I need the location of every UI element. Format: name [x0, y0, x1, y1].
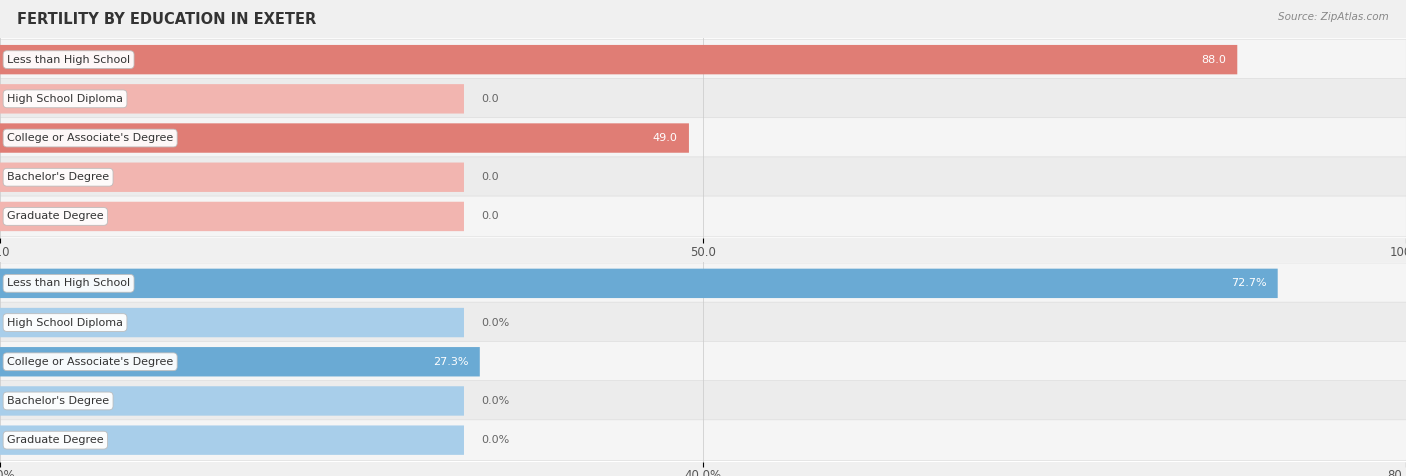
- Text: 88.0: 88.0: [1201, 55, 1226, 65]
- Text: 27.3%: 27.3%: [433, 357, 468, 367]
- Text: 0.0%: 0.0%: [481, 396, 509, 406]
- Text: 0.0%: 0.0%: [481, 435, 509, 445]
- FancyBboxPatch shape: [0, 308, 464, 337]
- Text: 0.0: 0.0: [481, 94, 499, 104]
- Text: 0.0%: 0.0%: [481, 317, 509, 327]
- Text: 72.7%: 72.7%: [1230, 278, 1267, 288]
- Text: Source: ZipAtlas.com: Source: ZipAtlas.com: [1278, 12, 1389, 22]
- Text: College or Associate's Degree: College or Associate's Degree: [7, 133, 173, 143]
- FancyBboxPatch shape: [0, 84, 464, 114]
- FancyBboxPatch shape: [0, 123, 689, 153]
- FancyBboxPatch shape: [0, 341, 1406, 382]
- Text: Graduate Degree: Graduate Degree: [7, 435, 104, 445]
- Text: College or Associate's Degree: College or Associate's Degree: [7, 357, 173, 367]
- FancyBboxPatch shape: [0, 263, 1406, 304]
- FancyBboxPatch shape: [0, 79, 1406, 119]
- FancyBboxPatch shape: [0, 302, 1406, 343]
- Text: Graduate Degree: Graduate Degree: [7, 211, 104, 221]
- FancyBboxPatch shape: [0, 420, 1406, 461]
- Text: Bachelor's Degree: Bachelor's Degree: [7, 172, 110, 182]
- FancyBboxPatch shape: [0, 162, 464, 192]
- Text: High School Diploma: High School Diploma: [7, 317, 124, 327]
- FancyBboxPatch shape: [0, 347, 479, 377]
- FancyBboxPatch shape: [0, 45, 1237, 74]
- Text: Less than High School: Less than High School: [7, 55, 131, 65]
- FancyBboxPatch shape: [0, 118, 1406, 159]
- FancyBboxPatch shape: [0, 157, 1406, 198]
- FancyBboxPatch shape: [0, 386, 464, 416]
- Text: Bachelor's Degree: Bachelor's Degree: [7, 396, 110, 406]
- FancyBboxPatch shape: [0, 381, 1406, 421]
- Text: High School Diploma: High School Diploma: [7, 94, 124, 104]
- FancyBboxPatch shape: [0, 39, 1406, 80]
- Text: 49.0: 49.0: [652, 133, 678, 143]
- Text: FERTILITY BY EDUCATION IN EXETER: FERTILITY BY EDUCATION IN EXETER: [17, 12, 316, 27]
- FancyBboxPatch shape: [0, 196, 1406, 237]
- FancyBboxPatch shape: [0, 268, 1278, 298]
- FancyBboxPatch shape: [0, 426, 464, 455]
- Text: 0.0: 0.0: [481, 172, 499, 182]
- Text: Less than High School: Less than High School: [7, 278, 131, 288]
- FancyBboxPatch shape: [0, 202, 464, 231]
- Text: 0.0: 0.0: [481, 211, 499, 221]
